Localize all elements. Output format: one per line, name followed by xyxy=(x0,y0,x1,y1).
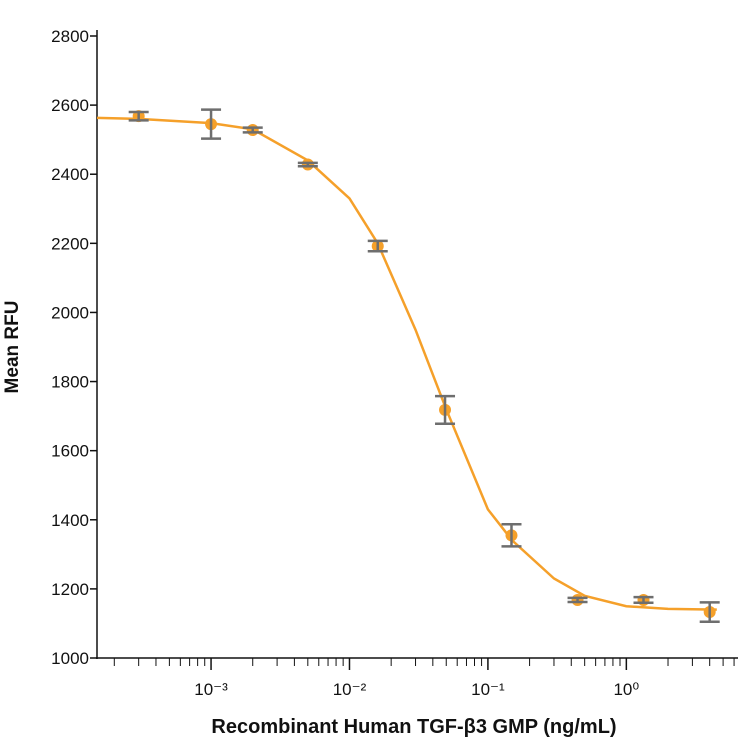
x-tick-label: 10⁻¹ xyxy=(471,680,505,699)
y-tick-label: 2200 xyxy=(51,234,89,253)
error-bar xyxy=(633,595,654,604)
x-tick-label: 10⁰ xyxy=(613,680,639,699)
y-tick-label: 1400 xyxy=(51,511,89,530)
y-tick-label: 2000 xyxy=(51,303,89,322)
y-tick-label: 2400 xyxy=(51,165,89,184)
y-tick-label: 1200 xyxy=(51,580,89,599)
error-bar xyxy=(501,523,522,548)
y-tick-label: 1800 xyxy=(51,373,89,392)
y-tick-label: 2600 xyxy=(51,96,89,115)
fit-curve xyxy=(96,116,717,611)
x-axis-title: Recombinant Human TGF-β3 GMP (ng/mL) xyxy=(211,716,616,738)
error-bar xyxy=(242,126,263,134)
y-tick-label: 1600 xyxy=(51,442,89,461)
error-bar xyxy=(128,110,149,122)
error-bar xyxy=(297,161,318,168)
x-tick-label: 10⁻² xyxy=(333,680,367,699)
y-tick-label: 2800 xyxy=(51,27,89,46)
error-bar xyxy=(699,601,720,623)
error-bar xyxy=(367,239,388,253)
y-axis-title: Mean RFU xyxy=(2,301,23,394)
y-tick-label: 1000 xyxy=(51,649,89,668)
error-bar xyxy=(435,394,456,425)
error-bar xyxy=(201,108,222,140)
error-bar xyxy=(567,596,588,604)
x-tick-label: 10⁻³ xyxy=(194,680,228,699)
